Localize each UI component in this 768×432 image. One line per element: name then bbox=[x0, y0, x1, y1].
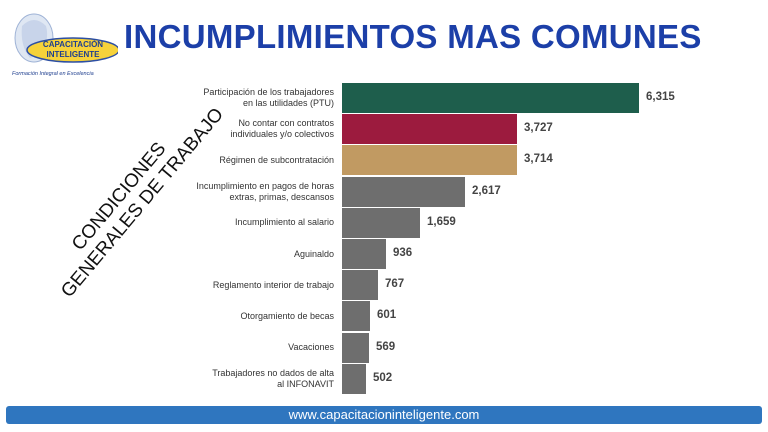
value-label: 2,617 bbox=[472, 184, 501, 197]
bar bbox=[342, 83, 639, 113]
category-label: No contar con contratos individuales y/o … bbox=[230, 118, 334, 140]
bar bbox=[342, 114, 517, 145]
category-label: Régimen de subcontratación bbox=[219, 154, 334, 165]
value-label: 936 bbox=[393, 247, 413, 259]
value-label: 1,659 bbox=[427, 215, 456, 228]
value-label: 767 bbox=[385, 278, 405, 291]
bar bbox=[342, 363, 366, 394]
logo: CAPACITACIÓN INTELIGENTE bbox=[8, 6, 120, 82]
footer-url[interactable]: www.capacitacioninteligente.com bbox=[288, 407, 480, 422]
category-label: Incumplimiento al salario bbox=[234, 217, 334, 228]
value-label: 502 bbox=[373, 371, 393, 384]
category-label: Otorgamiento de becas bbox=[240, 310, 334, 321]
category-label: Reglamento interior de trabajo bbox=[212, 279, 334, 290]
value-label: 6,315 bbox=[646, 91, 675, 103]
logo-text-line1: CAPACITACIÓN bbox=[43, 40, 103, 49]
bar bbox=[342, 239, 386, 269]
logo-tagline: Formación Integral en Excelencia bbox=[12, 71, 94, 77]
bar bbox=[342, 270, 378, 301]
bar bbox=[342, 207, 420, 238]
value-label: 569 bbox=[376, 340, 396, 353]
value-label: 601 bbox=[377, 309, 397, 322]
bar bbox=[342, 301, 370, 332]
bar bbox=[342, 332, 369, 363]
category-label: Trabajadores no dados de alta al INFONAVI… bbox=[212, 367, 334, 389]
category-label: Aguinaldo bbox=[293, 248, 334, 259]
logo-text-line2: INTELIGENTE bbox=[47, 50, 101, 59]
value-label: 3,714 bbox=[524, 153, 553, 166]
category-label: Participación de los trabajadores en las … bbox=[203, 87, 334, 108]
value-label: 3,727 bbox=[524, 122, 553, 135]
bar-chart: 6,315 Participación de los trabajadores en… bbox=[196, 83, 675, 394]
footer-bar: www.capacitacioninteligente.com bbox=[6, 406, 762, 424]
bar bbox=[342, 145, 517, 176]
page-title: INCUMPLIMIENTOS MAS COMUNES bbox=[124, 18, 702, 55]
category-label: Vacaciones bbox=[288, 342, 334, 353]
bar bbox=[342, 176, 465, 207]
category-label: Incumplimiento en pagos de horas extras, … bbox=[196, 180, 334, 202]
